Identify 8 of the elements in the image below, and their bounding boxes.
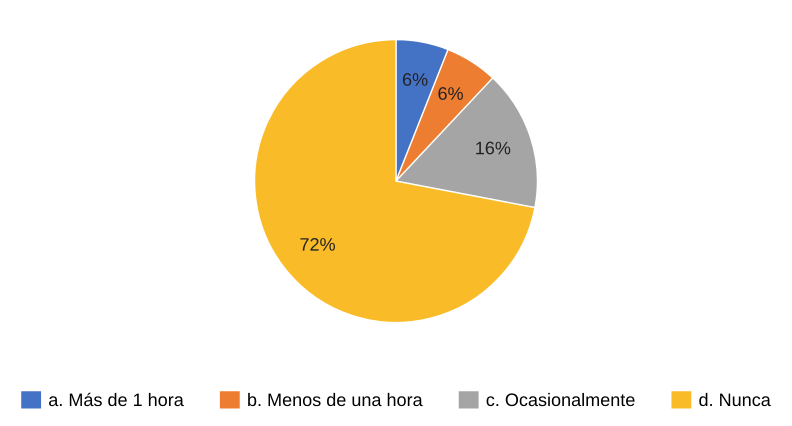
data-label: 72% bbox=[300, 238, 335, 251]
legend-label: b. Menos de una hora bbox=[248, 392, 423, 406]
data-label: 16% bbox=[476, 142, 510, 154]
legend-label: c. Ocasionalmente bbox=[486, 392, 635, 406]
data-label: 6% bbox=[402, 73, 428, 86]
legend-label: d. Nunca bbox=[699, 392, 771, 406]
data-label: 6% bbox=[438, 87, 463, 100]
legend-label: a. Más de 1 hora bbox=[49, 392, 184, 406]
